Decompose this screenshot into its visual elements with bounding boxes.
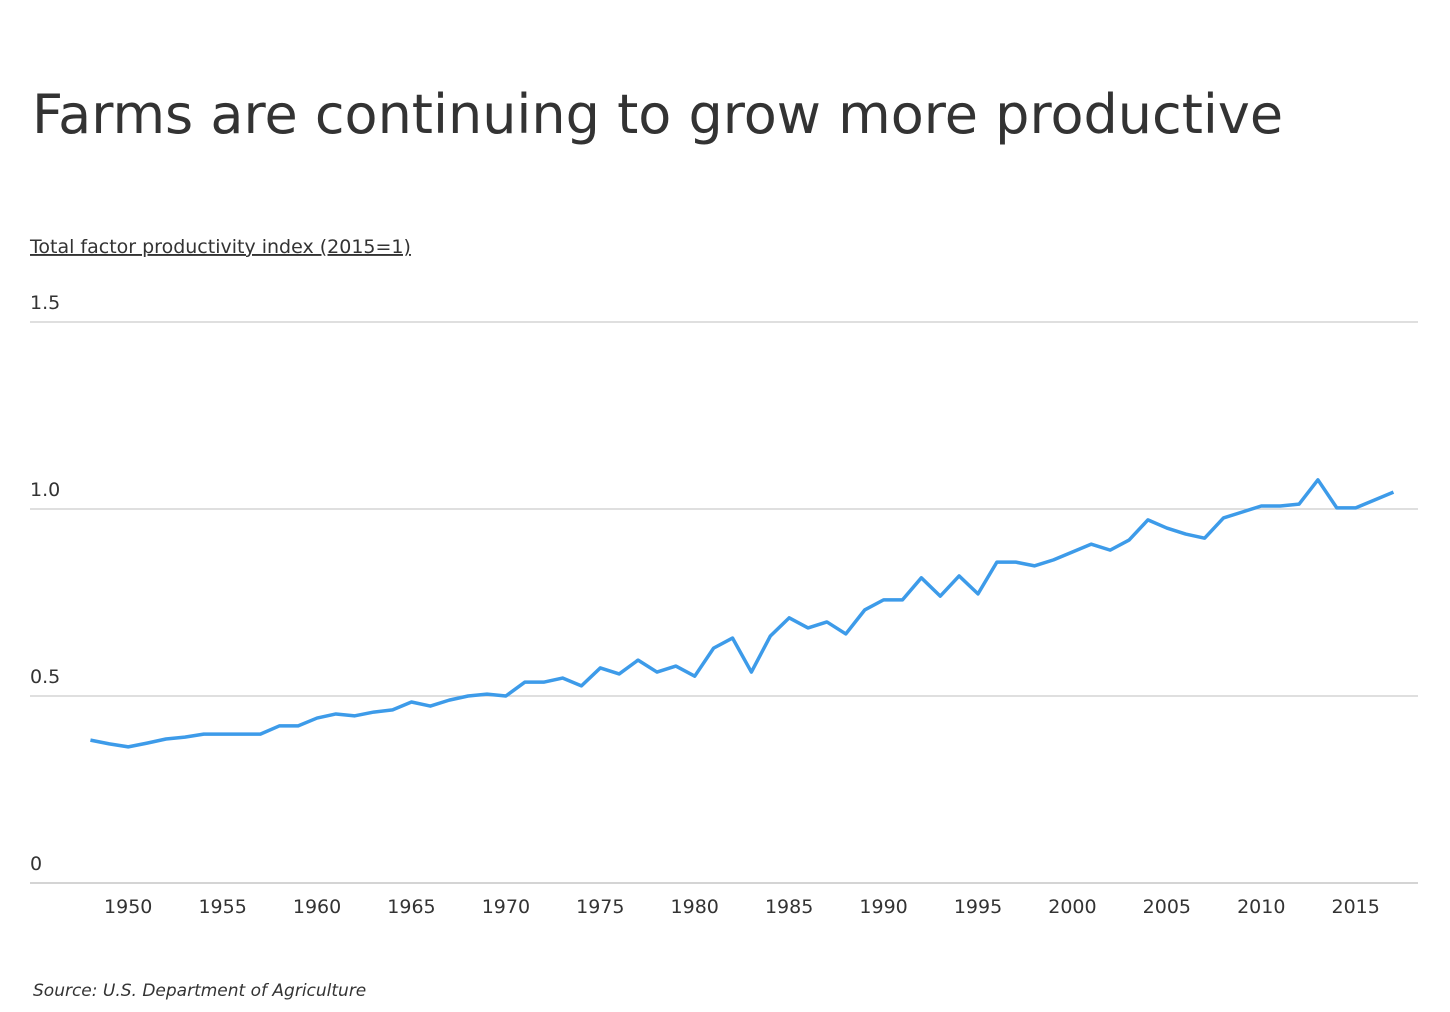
x-tick-label: 1955 (198, 896, 246, 918)
y-tick-label: 1.5 (30, 292, 60, 314)
x-tick-label: 1950 (104, 896, 152, 918)
x-tick-label: 1965 (387, 896, 435, 918)
x-tick-label: 1970 (482, 896, 530, 918)
y-tick-label: 1.0 (30, 479, 60, 501)
x-tick-label: 2000 (1048, 896, 1096, 918)
data-line (90, 478, 1395, 749)
x-tick-label: 1980 (671, 896, 719, 918)
x-tick-label: 2005 (1143, 896, 1191, 918)
y-tick-label: 0.5 (30, 666, 60, 688)
chart-title: Farms are continuing to grow more produc… (32, 83, 1283, 146)
x-tick-label: 1985 (765, 896, 813, 918)
x-tick-label: 1995 (954, 896, 1002, 918)
x-tick-label: 2010 (1237, 896, 1285, 918)
x-tick-label: 1975 (576, 896, 624, 918)
y-tick-label: 0 (30, 853, 42, 875)
y-axis-label: Total factor productivity index (2015=1) (29, 236, 411, 258)
source-note: Source: U.S. Department of Agriculture (33, 981, 366, 1001)
x-tick-label: 1960 (293, 896, 341, 918)
x-tick-label: 2015 (1332, 896, 1380, 918)
x-tick-label: 1990 (859, 896, 907, 918)
